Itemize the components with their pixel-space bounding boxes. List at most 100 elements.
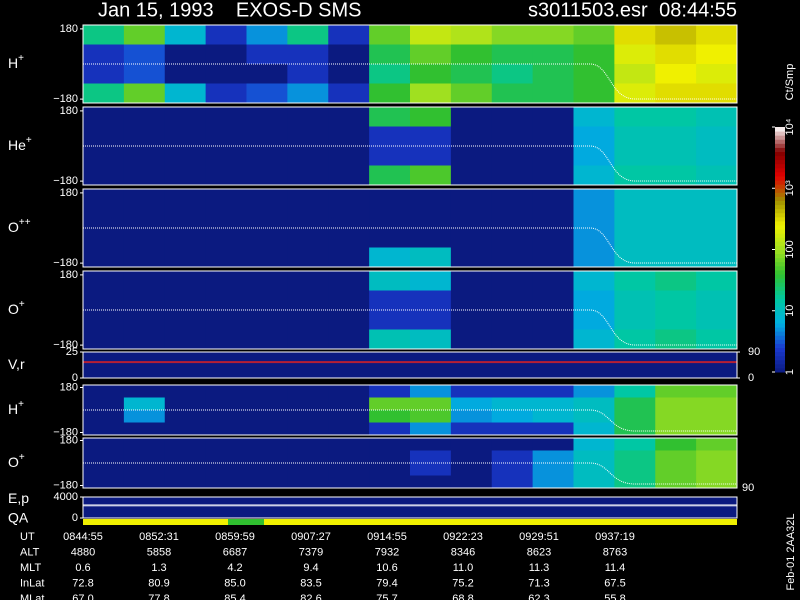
y-tick-label: −180 bbox=[53, 426, 78, 438]
heat-cell bbox=[491, 385, 534, 398]
heat-cell bbox=[246, 475, 288, 489]
panel-frame bbox=[82, 437, 738, 489]
heat-cell bbox=[696, 397, 738, 411]
heat-cell bbox=[328, 422, 370, 436]
y-tick-label: 0 bbox=[72, 512, 78, 524]
heat-cell bbox=[83, 422, 125, 436]
colorbar-step bbox=[775, 286, 785, 291]
heat-cell bbox=[328, 329, 370, 350]
heat-cell bbox=[205, 165, 247, 186]
heat-cell bbox=[83, 329, 125, 350]
heat-cell bbox=[614, 189, 656, 209]
heat-cell bbox=[410, 422, 452, 436]
heat-cell bbox=[491, 189, 534, 209]
y-tick-label: 180 bbox=[60, 105, 78, 117]
heat-cell bbox=[205, 83, 247, 104]
heat-cell bbox=[614, 463, 656, 476]
ephemeris-value: 7932 bbox=[375, 546, 399, 558]
heat-cell bbox=[123, 228, 166, 248]
heat-cell bbox=[410, 83, 452, 104]
heat-cell bbox=[614, 25, 656, 45]
colorbar-step bbox=[775, 261, 785, 267]
heat-cell bbox=[205, 189, 247, 209]
heat-cell bbox=[532, 25, 574, 45]
heat-cell bbox=[123, 83, 166, 104]
colorbar-step bbox=[775, 318, 785, 324]
ephemeris-value: 9.4 bbox=[303, 562, 318, 574]
heat-cell bbox=[655, 385, 697, 398]
heat-cell bbox=[205, 438, 247, 451]
colorbar-step bbox=[775, 294, 785, 299]
heat-cell bbox=[369, 107, 411, 127]
heat-cell bbox=[369, 397, 411, 411]
heat-cell bbox=[532, 146, 574, 166]
panel-frame bbox=[82, 106, 738, 186]
colorbar-step bbox=[775, 339, 785, 344]
heat-cell bbox=[573, 189, 615, 209]
heat-cell bbox=[328, 397, 370, 411]
colorbar-step bbox=[775, 310, 785, 316]
heat-cell bbox=[328, 146, 370, 166]
heat-cell bbox=[328, 107, 370, 127]
heat-cell bbox=[246, 189, 288, 209]
colorbar-step bbox=[775, 216, 785, 222]
heat-cell bbox=[532, 385, 574, 398]
colorbar-step bbox=[775, 220, 785, 226]
heat-cell bbox=[205, 271, 247, 291]
colorbar-step bbox=[775, 257, 785, 263]
heat-cell bbox=[328, 410, 370, 423]
heat-cell bbox=[369, 475, 411, 489]
heat-cell bbox=[491, 290, 534, 311]
ephemeris-value: 0859:59 bbox=[215, 531, 255, 543]
heat-cell bbox=[123, 410, 166, 423]
heat-cell bbox=[246, 438, 288, 451]
heat-cell bbox=[287, 107, 329, 127]
heat-cell bbox=[83, 44, 125, 65]
heat-cell bbox=[83, 463, 125, 476]
colorbar-step bbox=[775, 180, 785, 185]
panel-label: V,r bbox=[8, 356, 25, 372]
heat-cell bbox=[532, 83, 574, 104]
heat-cell bbox=[491, 450, 534, 464]
heat-cell bbox=[123, 422, 166, 436]
heat-cell bbox=[287, 165, 329, 186]
heat-cell bbox=[532, 438, 574, 451]
heat-cell bbox=[164, 146, 207, 166]
colorbar-step bbox=[775, 192, 785, 197]
heat-cell bbox=[164, 126, 207, 147]
heat-cell bbox=[450, 228, 493, 248]
heat-cell bbox=[410, 438, 452, 451]
heat-cell bbox=[123, 475, 166, 489]
heat-cell bbox=[164, 271, 207, 291]
colorbar-step bbox=[775, 233, 785, 238]
heat-cell bbox=[696, 271, 738, 291]
heat-cell bbox=[287, 64, 329, 84]
heat-cell bbox=[655, 410, 697, 423]
ephemeris-value: 6687 bbox=[223, 546, 247, 558]
heat-cell bbox=[696, 385, 738, 398]
heat-cell bbox=[369, 410, 411, 423]
heat-cell bbox=[123, 290, 166, 311]
y-tick-label: −180 bbox=[53, 479, 78, 491]
heat-cell bbox=[573, 165, 615, 186]
heat-cell bbox=[696, 475, 738, 489]
qa-bar bbox=[83, 519, 737, 525]
heat-cell bbox=[532, 165, 574, 186]
heat-cell bbox=[410, 107, 452, 127]
heat-cell bbox=[491, 397, 534, 411]
heat-cell bbox=[450, 463, 493, 476]
heat-cell bbox=[246, 290, 288, 311]
heat-cell bbox=[614, 290, 656, 311]
sweep-band bbox=[83, 504, 737, 507]
colorbar-step bbox=[775, 351, 785, 357]
colorbar-step bbox=[775, 290, 785, 295]
heat-cell bbox=[328, 475, 370, 489]
heat-cell bbox=[369, 310, 411, 330]
heat-cell bbox=[246, 107, 288, 127]
panel-label-text: He bbox=[8, 137, 26, 153]
heat-cell bbox=[205, 44, 247, 65]
heat-cell bbox=[287, 438, 329, 451]
heat-cell bbox=[696, 189, 738, 209]
heat-cell bbox=[328, 165, 370, 186]
ephemeris-value: 62.3 bbox=[528, 593, 549, 600]
